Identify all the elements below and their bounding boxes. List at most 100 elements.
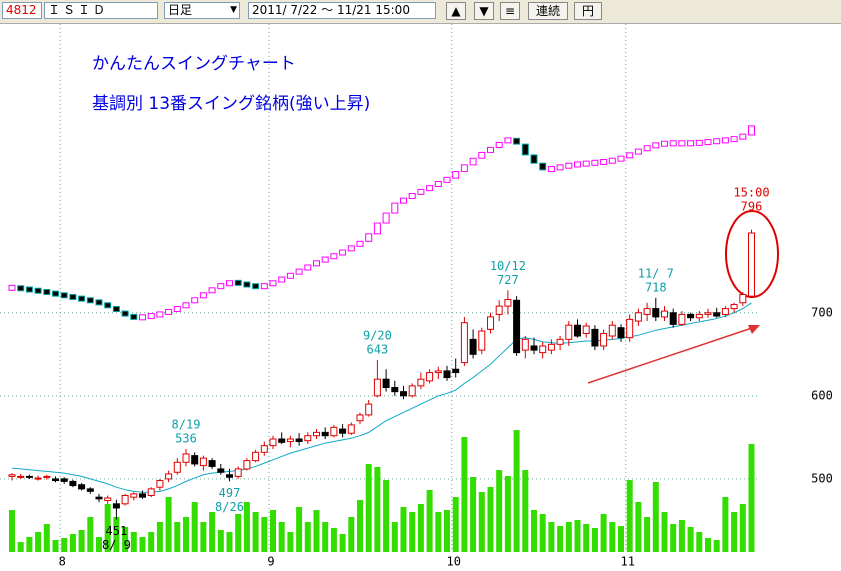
- volume-bar: [78, 530, 85, 552]
- candle-body: [478, 330, 486, 351]
- button[interactable]: ≡: [500, 2, 520, 20]
- volume-bar: [522, 470, 529, 552]
- volume-bar: [217, 530, 224, 552]
- swing-box: [60, 292, 68, 299]
- swing-box: [321, 256, 329, 263]
- candle-body: [652, 308, 660, 318]
- volume-bar: [357, 500, 363, 552]
- volume-bar: [557, 526, 564, 552]
- swing-box: [434, 180, 442, 187]
- candle-body: [269, 438, 277, 447]
- candle-body: [400, 391, 407, 397]
- period-select[interactable]: 日足 ▼: [164, 2, 240, 19]
- swing-box: [521, 143, 529, 156]
- swing-box: [547, 166, 555, 173]
- button[interactable]: 連続: [528, 2, 568, 20]
- volume-bar: [87, 517, 94, 552]
- volume-bar: [365, 464, 372, 552]
- volume-bar: [139, 537, 146, 552]
- candle-body: [86, 488, 94, 492]
- swing-box: [721, 137, 729, 144]
- swing-box: [687, 140, 695, 147]
- volume-bar: [313, 510, 320, 552]
- candle-body: [739, 293, 747, 304]
- volume-bar: [435, 512, 442, 552]
- swing-box: [313, 260, 320, 267]
- candle-body: [373, 378, 381, 397]
- swing-box: [243, 281, 251, 288]
- swing-box: [574, 161, 581, 168]
- swing-box: [669, 140, 677, 147]
- volume-bar: [130, 532, 137, 552]
- swing-box: [365, 233, 373, 242]
- swing-box: [382, 212, 390, 224]
- volume-bar: [487, 487, 494, 552]
- volume-bar: [409, 512, 416, 552]
- volume-bar: [165, 497, 172, 552]
- volume-bar: [687, 527, 694, 552]
- volume-bar: [661, 512, 668, 552]
- volume-bar: [591, 528, 598, 552]
- name-field[interactable]: ＩＳＩＤ: [44, 2, 158, 19]
- swing-box: [626, 152, 634, 159]
- candle-body: [17, 475, 25, 478]
- swing-box: [600, 158, 608, 165]
- swing-box: [95, 299, 103, 306]
- volume-bar: [113, 517, 120, 552]
- swing-box: [530, 154, 538, 164]
- swing-box: [43, 288, 51, 295]
- swing-box: [460, 164, 468, 173]
- swing-box: [156, 311, 164, 318]
- volume-bar: [61, 538, 68, 552]
- swing-box: [617, 155, 625, 162]
- candle-body: [521, 338, 529, 351]
- chart-title: かんたんスイングチャート: [92, 54, 296, 74]
- range-field: 2011/ 7/22 ～ 11/21 15:00: [248, 2, 436, 19]
- candle-body: [687, 313, 695, 319]
- button[interactable]: 円: [574, 2, 602, 20]
- candle-body: [356, 414, 364, 422]
- volume-bar: [296, 507, 303, 552]
- button[interactable]: ▼: [474, 2, 494, 20]
- candle-body: [565, 324, 573, 340]
- swing-box: [8, 284, 16, 291]
- swing-box: [252, 283, 260, 290]
- volume-bar: [174, 522, 181, 552]
- annotation: 718: [645, 280, 667, 294]
- volume-bar: [209, 512, 216, 552]
- volume-bar: [626, 480, 633, 552]
- code-field[interactable]: 4812: [2, 2, 42, 19]
- volume-bar: [191, 502, 198, 552]
- volume-bar: [548, 522, 555, 552]
- candle-body: [417, 378, 425, 387]
- volume-bar: [739, 504, 746, 552]
- candle-body: [460, 322, 468, 364]
- volume-bar: [235, 514, 242, 552]
- volume-bar: [461, 437, 468, 552]
- candle-body: [495, 305, 503, 315]
- annotation: 796: [741, 200, 763, 214]
- annotation: 15:00: [733, 186, 769, 200]
- annotation: 9/20: [363, 329, 392, 343]
- volume-bar: [52, 540, 59, 552]
- volume-bar: [261, 517, 268, 552]
- candle-body: [34, 477, 42, 480]
- chart: かんたんスイングチャート 基調別 13番スイング銘柄(強い上昇) 8 9 10 11 5…: [0, 24, 833, 569]
- button[interactable]: ▲: [446, 2, 466, 20]
- candle-body: [695, 313, 703, 319]
- swing-box: [121, 310, 129, 317]
- swing-box: [391, 202, 399, 214]
- swing-box: [165, 308, 173, 315]
- volume-bar: [565, 522, 572, 552]
- volume-bar: [43, 524, 50, 552]
- candle-body: [530, 345, 538, 351]
- period: 日足: [168, 3, 193, 17]
- volume-bar: [652, 482, 659, 552]
- swing-box: [339, 249, 347, 256]
- candle-body: [661, 310, 668, 318]
- annotation: 11/ 7: [638, 266, 674, 280]
- volume-bar: [391, 522, 398, 552]
- x-tick-label: 8: [59, 555, 66, 569]
- candle-body: [434, 370, 442, 374]
- candle-body: [426, 372, 434, 382]
